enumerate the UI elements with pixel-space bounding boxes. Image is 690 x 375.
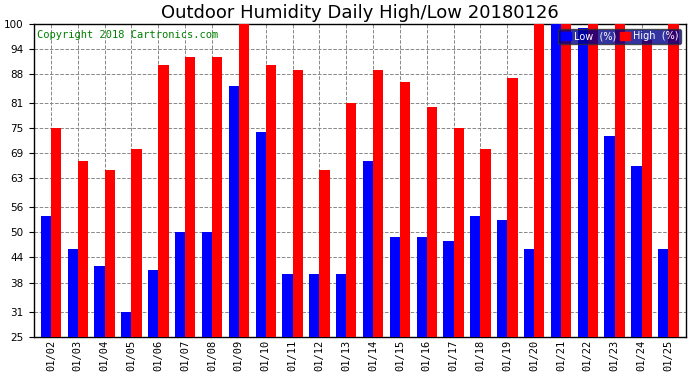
Bar (266, 66, 276, 337)
Bar (427, 107, 437, 337)
Bar (578, 28, 588, 337)
Bar (551, 24, 561, 337)
Bar (471, 216, 480, 337)
Bar (212, 57, 222, 337)
Bar (132, 149, 141, 337)
Bar (658, 249, 669, 337)
Bar (282, 274, 293, 337)
Bar (417, 237, 427, 337)
Bar (336, 274, 346, 337)
Bar (363, 162, 373, 337)
Bar (561, 24, 571, 337)
Bar (78, 162, 88, 337)
Bar (95, 266, 105, 337)
Title: Outdoor Humidity Daily High/Low 20180126: Outdoor Humidity Daily High/Low 20180126 (161, 4, 558, 22)
Bar (390, 237, 400, 337)
Bar (615, 24, 625, 337)
Bar (373, 70, 384, 337)
Bar (604, 136, 615, 337)
Bar (444, 241, 453, 337)
Bar (175, 232, 185, 337)
Bar (669, 24, 678, 337)
Bar (480, 149, 491, 337)
Bar (309, 274, 319, 337)
Bar (185, 57, 195, 337)
Bar (255, 132, 266, 337)
Bar (148, 270, 158, 337)
Bar (507, 78, 518, 337)
Bar (239, 24, 249, 337)
Bar (346, 103, 357, 337)
Bar (158, 66, 168, 337)
Bar (642, 40, 652, 337)
Bar (202, 232, 212, 337)
Text: Copyright 2018 Cartronics.com: Copyright 2018 Cartronics.com (37, 30, 218, 40)
Bar (228, 86, 239, 337)
Bar (51, 128, 61, 337)
Bar (121, 312, 132, 337)
Bar (400, 82, 410, 337)
Bar (41, 216, 51, 337)
Bar (68, 249, 78, 337)
Bar (588, 24, 598, 337)
Bar (534, 24, 544, 337)
Bar (497, 220, 507, 337)
Bar (453, 128, 464, 337)
Legend: Low  (%), High  (%): Low (%), High (%) (558, 28, 681, 44)
Bar (319, 170, 330, 337)
Bar (631, 166, 642, 337)
Bar (524, 249, 534, 337)
Bar (105, 170, 115, 337)
Bar (293, 70, 303, 337)
